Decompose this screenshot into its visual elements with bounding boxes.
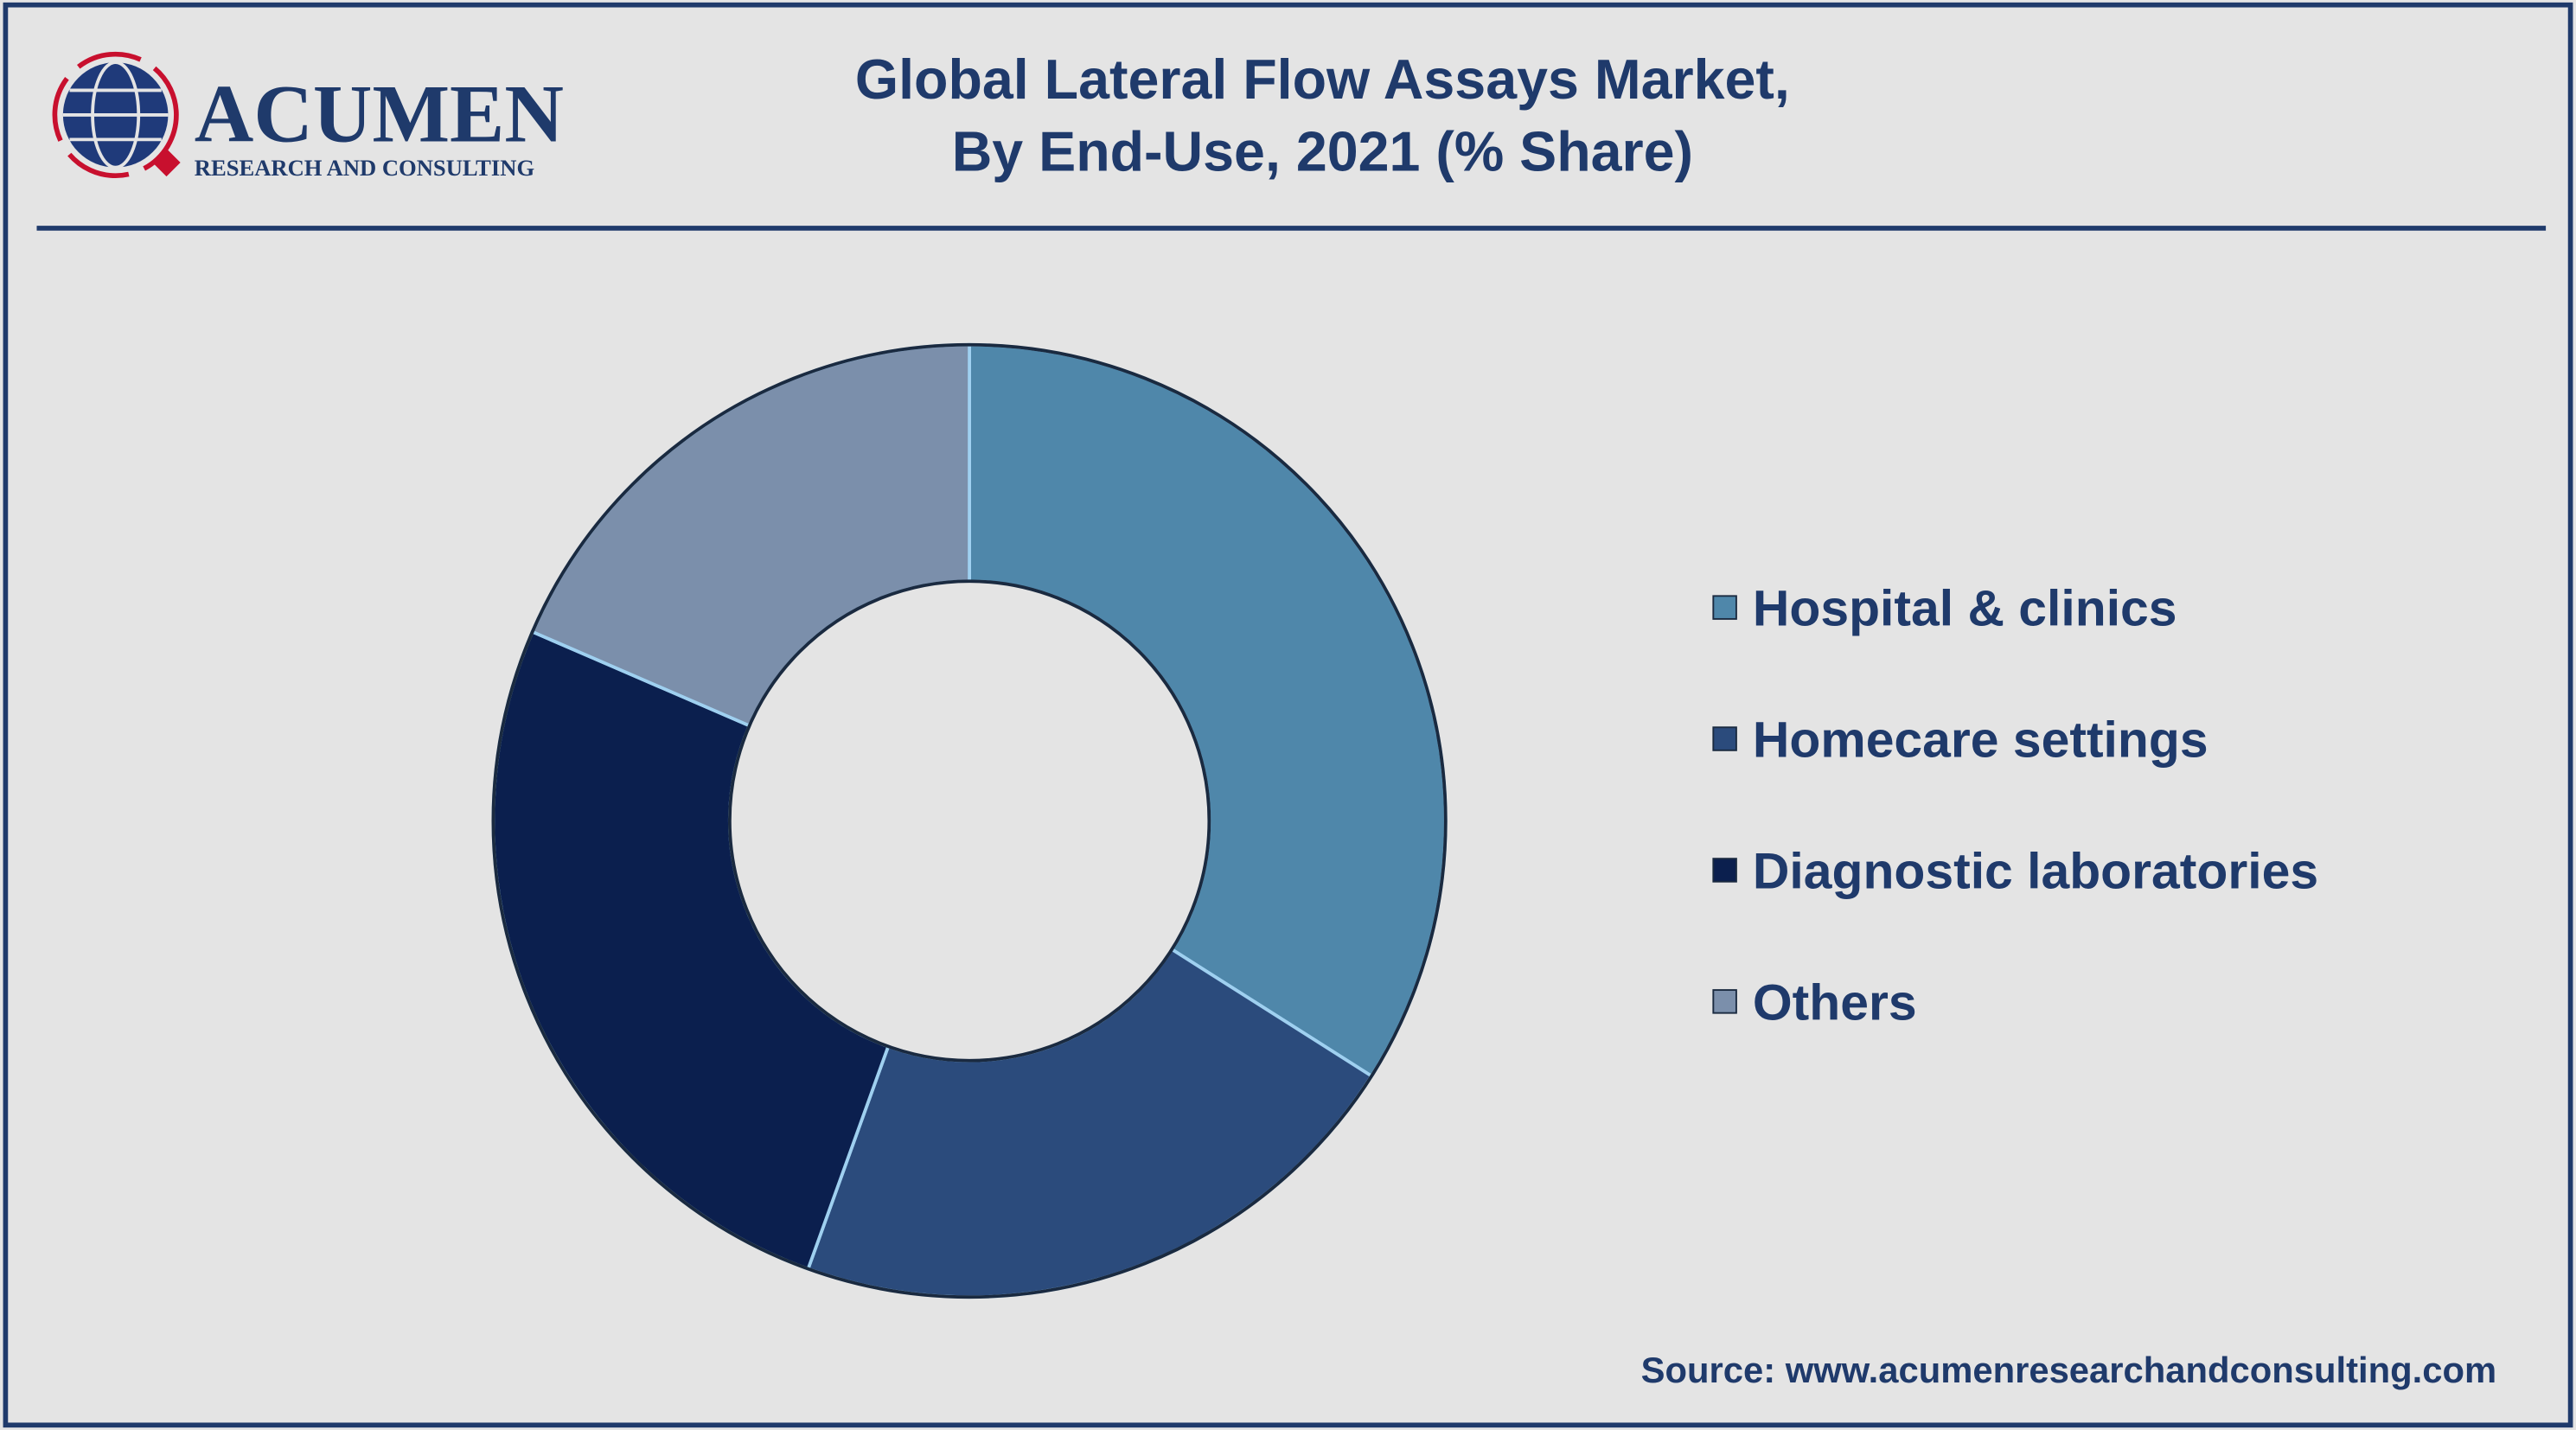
legend-marker [1712, 989, 1737, 1014]
legend-marker [1712, 595, 1737, 620]
source: Source: www.acumenresearchandconsulting.… [1641, 1350, 2497, 1390]
chart-title: By End-Use, 2021 (% Share) [952, 120, 1693, 182]
legend-label: Homecare settings [1753, 712, 2208, 768]
logo-tagline: RESEARCH AND CONSULTING [195, 155, 534, 181]
legend-label: Others [1753, 974, 1917, 1031]
donut-hole [727, 579, 1211, 1063]
legend-marker [1712, 858, 1737, 883]
donut-outline [491, 342, 1448, 1299]
legend-label: Hospital & clinics [1753, 581, 2177, 637]
legend-label: Diagnostic laboratories [1753, 843, 2318, 899]
chart-title: Global Lateral Flow Assays Market, [855, 48, 1790, 111]
logo-name: ACUMEN [195, 67, 564, 159]
legend-marker [1712, 726, 1737, 751]
logo-globe [52, 51, 181, 179]
